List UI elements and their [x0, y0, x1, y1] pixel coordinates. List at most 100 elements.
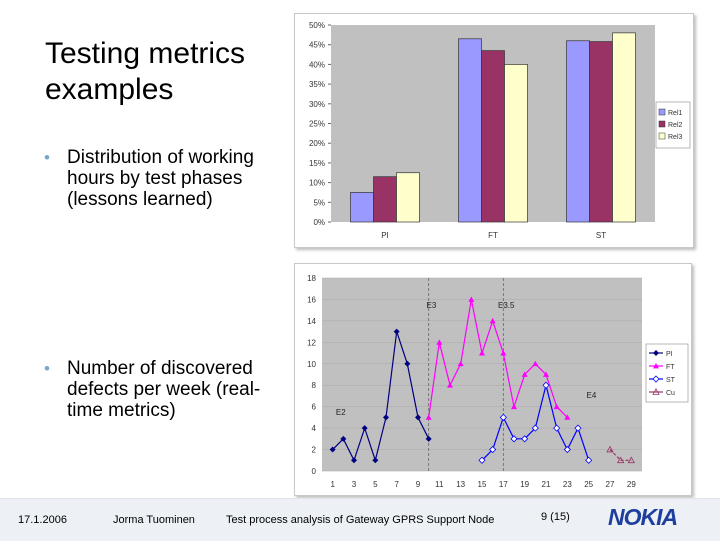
point-marker	[652, 375, 660, 383]
point-marker	[489, 445, 497, 454]
point-marker	[563, 445, 571, 454]
point-marker	[543, 371, 549, 377]
point-marker	[521, 435, 529, 443]
point-marker	[511, 403, 517, 410]
y-tick-label: 14	[307, 317, 316, 326]
footer-author: Jorma Tuominen	[113, 514, 195, 526]
series-line	[609, 449, 632, 461]
bar	[350, 192, 374, 223]
point-marker	[415, 414, 421, 421]
point-marker	[425, 435, 432, 442]
x-tick-label: 21	[542, 480, 551, 489]
series-pi	[329, 328, 432, 464]
point-marker	[585, 456, 593, 464]
point-marker	[457, 360, 464, 367]
x-tick-label: 5	[373, 480, 378, 489]
x-tick-label: 29	[627, 480, 636, 489]
bullet-text: Distribution of working hours by test ph…	[67, 147, 254, 210]
point-marker	[393, 328, 400, 335]
bullet-text: Number of discovered defects per week (r…	[67, 358, 261, 421]
y-tick-label: 4	[312, 424, 317, 433]
point-marker	[521, 371, 528, 377]
y-tick-label: 16	[307, 295, 316, 304]
footer-page-number: 9 (15)	[541, 511, 570, 523]
y-tick-label: 40%	[309, 60, 325, 69]
footer-bar	[0, 498, 720, 541]
y-tick-label: 15%	[309, 159, 325, 168]
legend-label: ST	[666, 377, 676, 384]
x-tick-label: 11	[435, 480, 444, 489]
point-marker	[436, 339, 443, 345]
y-tick-label: 10	[307, 360, 316, 369]
point-marker	[627, 456, 636, 464]
bar	[396, 172, 420, 223]
legend-label: Rel2	[668, 122, 683, 129]
y-tick-label: 8	[312, 381, 317, 390]
y-tick-label: 35%	[309, 80, 325, 89]
point-marker	[532, 360, 539, 367]
y-tick-label: 12	[307, 338, 316, 347]
point-marker	[510, 435, 518, 443]
legend-label: Cu	[666, 390, 675, 397]
x-tick-label: 23	[563, 480, 572, 489]
legend-label: FT	[666, 364, 675, 371]
x-tick-label: 7	[394, 480, 399, 489]
slide-title: Testing metrics examples	[45, 37, 246, 106]
x-tick-label: 19	[520, 480, 529, 489]
point-marker	[553, 403, 560, 410]
legend-swatch	[658, 132, 666, 140]
point-marker	[653, 363, 659, 369]
event-label: E3	[427, 301, 437, 310]
y-tick-label: 0%	[313, 218, 325, 227]
series-cu	[606, 445, 636, 464]
point-marker	[372, 457, 379, 464]
x-tick-label: ST	[596, 231, 606, 240]
point-marker	[361, 425, 368, 432]
x-tick-label: 3	[352, 480, 357, 489]
x-tick-label: FT	[488, 231, 498, 240]
point-marker	[447, 382, 453, 388]
series-line	[428, 299, 568, 418]
bar	[566, 40, 590, 223]
line-chart-frame: 0 2 4 6 8 10 12 14 16 18 1 3 5 7 9 11 13 15 17 19 21 23 25 27 29…	[294, 263, 692, 496]
point-marker	[340, 435, 347, 442]
x-tick-label: 25	[584, 480, 593, 489]
series-ft	[425, 296, 571, 420]
series-line	[332, 331, 430, 463]
point-marker	[574, 424, 582, 432]
series-st	[478, 381, 593, 464]
footer-date: 17.1.2006	[18, 514, 67, 526]
point-marker	[553, 424, 561, 432]
point-marker	[652, 388, 660, 395]
legend-label: Rel3	[668, 134, 683, 141]
bar	[612, 32, 636, 223]
nokia-logo: NOKIA	[608, 504, 678, 530]
point-marker	[383, 414, 389, 421]
bar	[481, 50, 505, 223]
y-tick-label: 25%	[309, 120, 325, 129]
x-tick-label: 13	[456, 480, 465, 489]
bar	[373, 176, 397, 223]
point-marker	[479, 350, 485, 356]
x-tick-label: 1	[330, 480, 335, 489]
point-marker	[542, 381, 550, 389]
bar-chart-frame: 0% 5% 10% 15% 20% 25% 30% 35% 40% 45% 50% PI FT ST Rel…	[294, 13, 694, 248]
bullet-dot-icon: •	[44, 359, 50, 378]
footer-subject: Test process analysis of Gateway GPRS Su…	[226, 514, 495, 526]
y-tick-label: 18	[307, 274, 316, 283]
y-tick-label: 20%	[309, 139, 325, 148]
y-tick-label: 50%	[309, 21, 325, 30]
point-marker	[478, 456, 486, 464]
point-marker	[531, 424, 539, 432]
point-marker	[500, 350, 507, 356]
point-marker	[468, 296, 475, 302]
plot-area	[322, 278, 642, 471]
bar	[458, 38, 482, 223]
x-tick-label: 17	[499, 480, 508, 489]
point-marker	[564, 414, 571, 420]
point-marker	[616, 456, 625, 464]
y-tick-label: 30%	[309, 100, 325, 109]
point-marker	[489, 317, 496, 324]
x-tick-label: 9	[416, 480, 421, 489]
